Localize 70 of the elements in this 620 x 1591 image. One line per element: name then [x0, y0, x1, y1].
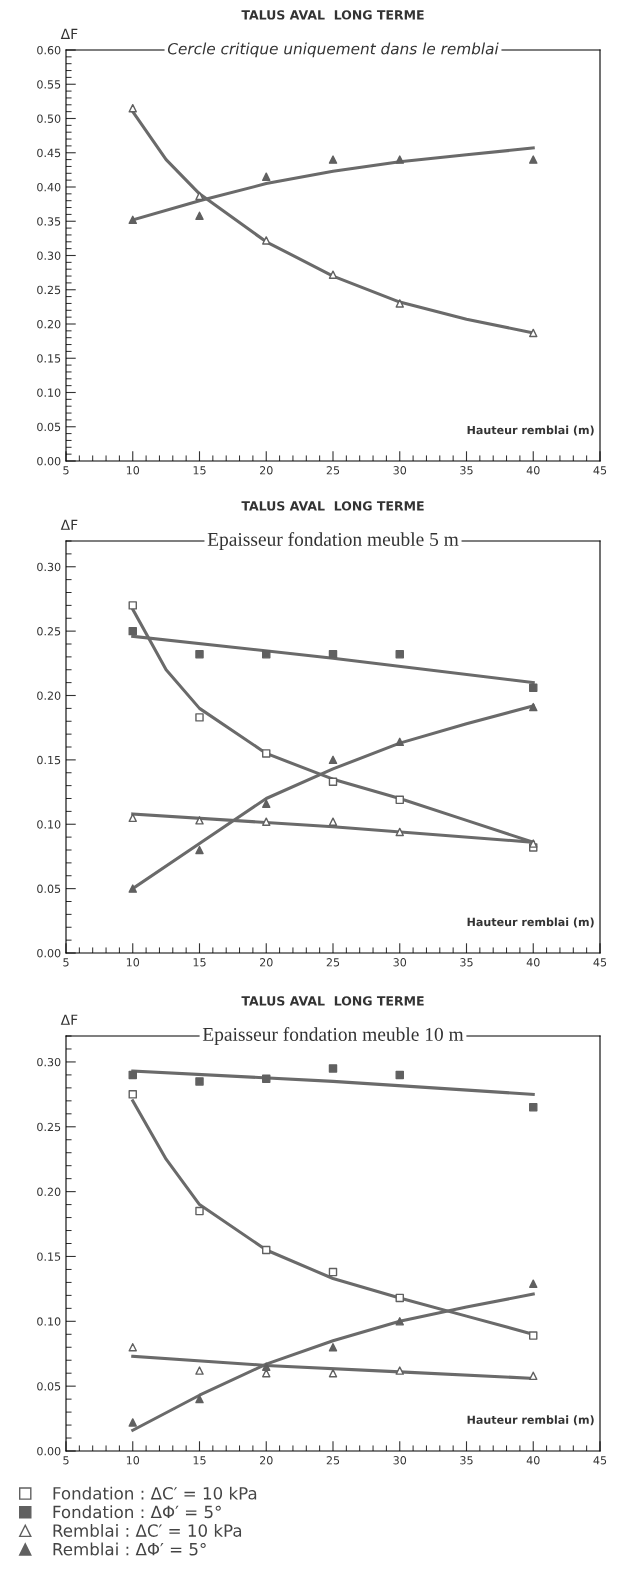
x-tick-label: 35 — [460, 958, 473, 967]
x-tick-label: 45 — [593, 958, 607, 967]
chart-subtitle: Cercle critique uniquement dans le remblai — [167, 42, 499, 58]
x-tick-label: 10 — [126, 958, 140, 967]
x-tick-label: 25 — [326, 466, 340, 475]
legend-label: Remblai : ΔC′ = 10 kPa — [53, 1523, 242, 1537]
y-tick-label: 0.00 — [37, 948, 61, 958]
y-tick-label: 0.60 — [37, 45, 61, 55]
x-axis-title: Hauteur remblai (m) — [467, 425, 594, 436]
x-tick-label: 25 — [326, 958, 340, 967]
y-tick-label: 0.20 — [37, 319, 61, 329]
x-tick-label: 35 — [460, 466, 473, 475]
chart-title: TALUS AVAL LONG TERME — [241, 501, 424, 511]
x-tick-label: 5 — [63, 1456, 69, 1465]
x-tick-label: 20 — [259, 958, 273, 967]
legend-label: Remblai : ΔΦ′ = 5° — [53, 1542, 206, 1556]
y-tick-label: 0.10 — [37, 388, 61, 397]
y-tick-label: 0.05 — [37, 422, 61, 432]
x-tick-label: 30 — [393, 1456, 407, 1465]
x-tick-label: 35 — [460, 1456, 473, 1465]
x-tick-label: 40 — [526, 958, 540, 967]
y-tick-label: 0.20 — [37, 1187, 61, 1196]
y-tick-label: 0.30 — [37, 251, 61, 260]
x-tick-label: 45 — [593, 1456, 607, 1465]
y-axis-title: ΔF — [60, 28, 78, 39]
y-tick-label: 0.00 — [37, 1446, 61, 1456]
y-tick-label: 0.15 — [37, 755, 61, 765]
y-tick-label: 0.30 — [37, 562, 61, 572]
x-axis-title: Hauteur remblai (m) — [467, 917, 594, 928]
y-tick-label: 0.50 — [37, 114, 61, 123]
y-tick-label: 0.25 — [37, 627, 61, 636]
y-tick-label: 0.15 — [37, 1252, 61, 1261]
chart-subtitle: Epaisseur fondation meuble 5 m — [207, 532, 459, 550]
x-tick-label: 25 — [326, 1456, 340, 1465]
x-tick-label: 15 — [193, 1456, 206, 1465]
y-tick-label: 0.00 — [37, 456, 61, 466]
x-tick-label: 40 — [526, 466, 540, 475]
x-tick-label: 45 — [593, 466, 607, 475]
x-tick-label: 20 — [259, 466, 273, 475]
x-tick-label: 20 — [259, 1456, 273, 1465]
legend-label: Fondation : ΔC′ = 10 kPa — [53, 1486, 257, 1500]
y-tick-label: 0.40 — [37, 182, 61, 192]
x-tick-label: 15 — [193, 958, 206, 967]
y-tick-label: 0.55 — [37, 80, 61, 89]
y-axis-title: ΔF — [60, 1014, 78, 1025]
y-tick-label: 0.10 — [37, 1317, 61, 1326]
legend-label: Fondation : ΔΦ′ = 5° — [53, 1505, 221, 1519]
y-tick-label: 0.35 — [37, 217, 61, 226]
y-tick-label: 0.20 — [37, 691, 61, 700]
y-tick-label: 0.15 — [37, 354, 61, 363]
y-tick-label: 0.25 — [37, 1122, 61, 1132]
x-tick-label: 30 — [393, 466, 407, 475]
chart-title: TALUS AVAL LONG TERME — [241, 996, 424, 1006]
y-tick-label: 0.05 — [37, 884, 61, 893]
x-tick-label: 5 — [63, 958, 69, 967]
y-tick-label: 0.30 — [37, 1057, 61, 1067]
y-tick-label: 0.25 — [37, 285, 61, 295]
y-tick-label: 0.10 — [37, 820, 61, 829]
chart-title: TALUS AVAL LONG TERME — [241, 10, 424, 20]
x-tick-label: 30 — [393, 958, 407, 967]
x-axis-title: Hauteur remblai (m) — [467, 1415, 594, 1426]
y-tick-label: 0.45 — [37, 148, 61, 158]
x-tick-label: 15 — [193, 466, 206, 475]
y-axis-title: ΔF — [60, 519, 78, 530]
x-tick-label: 40 — [526, 1456, 540, 1465]
y-tick-label: 0.05 — [37, 1382, 61, 1391]
chart-subtitle: Epaisseur fondation meuble 10 m — [202, 1027, 464, 1045]
x-tick-label: 10 — [126, 466, 140, 475]
x-tick-label: 10 — [126, 1456, 140, 1465]
x-tick-label: 5 — [63, 466, 69, 475]
